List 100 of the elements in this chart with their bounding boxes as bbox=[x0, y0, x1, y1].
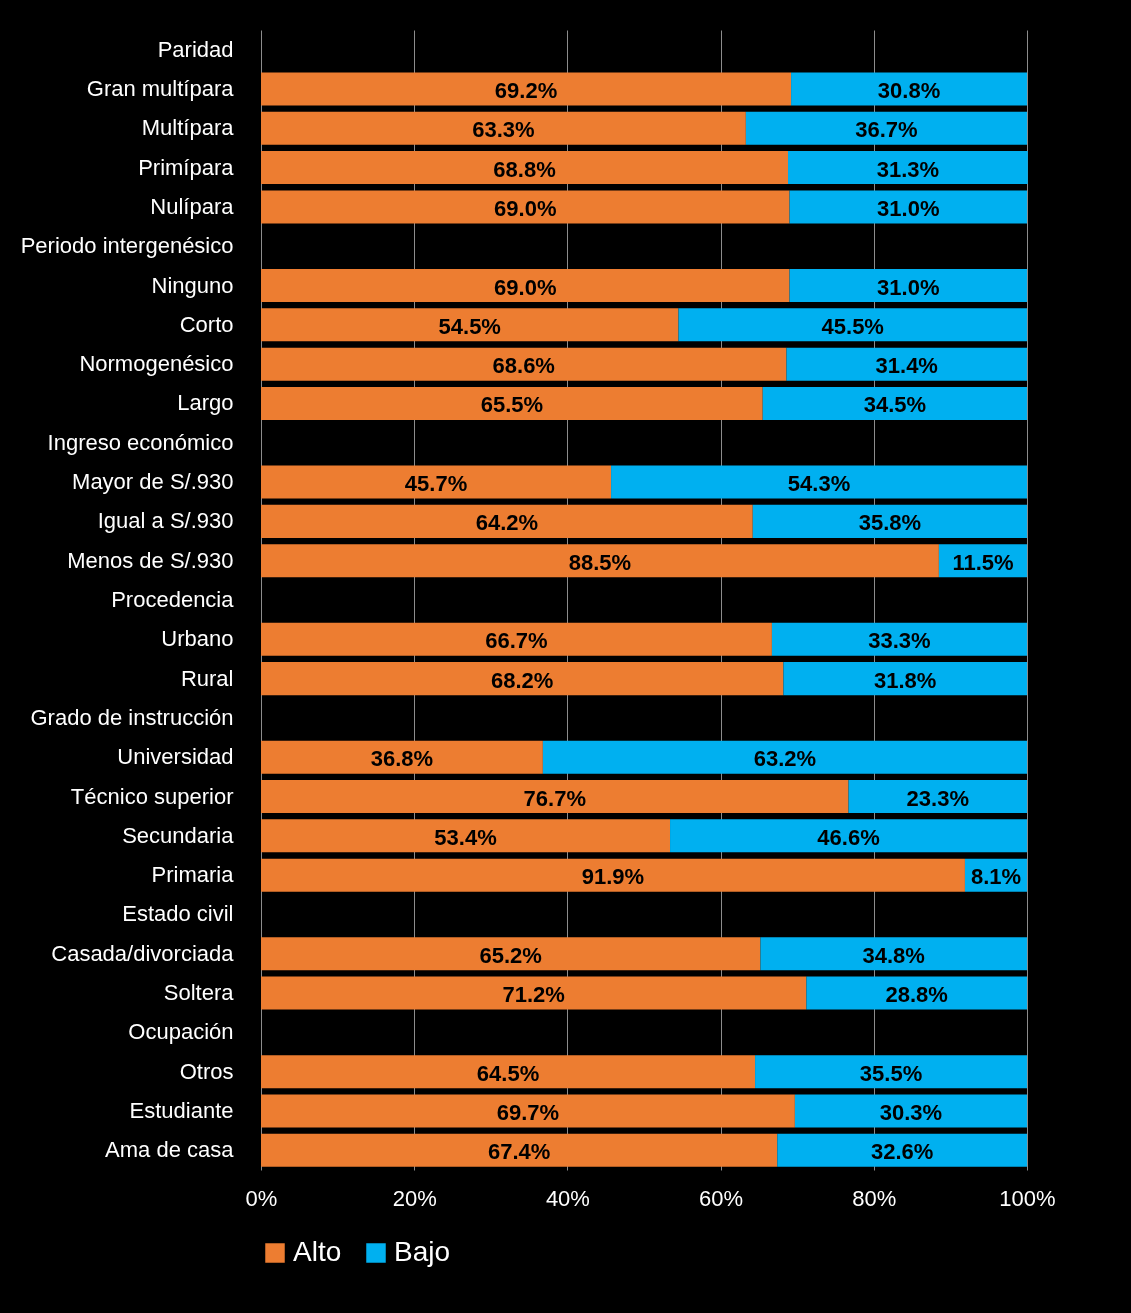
data-label: 46.6% bbox=[817, 824, 880, 850]
data-label: 36.7% bbox=[855, 117, 918, 143]
bar bbox=[542, 740, 1027, 774]
data-label: 91.9% bbox=[581, 864, 645, 890]
bar bbox=[261, 504, 753, 538]
data-label: 53.4% bbox=[434, 824, 497, 850]
y-tick-label: Universidad bbox=[117, 744, 234, 770]
x-tick-label: 20% bbox=[392, 1185, 437, 1211]
x-tick-label: 80% bbox=[852, 1185, 897, 1211]
y-tick-label: Soltera bbox=[163, 980, 235, 1006]
bar bbox=[771, 622, 1027, 656]
y-tick-label: Nulípara bbox=[150, 193, 235, 219]
y-tick-label: Multípara bbox=[141, 115, 235, 141]
data-label: 65.2% bbox=[479, 942, 542, 968]
x-tick-label: 40% bbox=[545, 1185, 590, 1211]
data-label: 34.5% bbox=[863, 392, 927, 418]
data-label: 69.0% bbox=[494, 274, 557, 300]
data-label: 32.6% bbox=[870, 1139, 934, 1165]
data-label: 68.2% bbox=[491, 667, 554, 693]
bar bbox=[755, 1055, 1027, 1089]
y-tick-label: Gran multípara bbox=[86, 75, 235, 101]
y-tick-label: Estudiante bbox=[129, 1098, 234, 1124]
bar bbox=[670, 819, 1027, 853]
x-tick-label: 60% bbox=[699, 1185, 744, 1211]
data-label: 63.2% bbox=[753, 746, 817, 772]
y-tick-label: Periodo intergenésico bbox=[20, 233, 234, 259]
bar bbox=[261, 858, 965, 892]
bar bbox=[261, 1133, 778, 1167]
bar bbox=[261, 269, 790, 303]
data-label: 64.2% bbox=[475, 510, 539, 536]
y-tick-label: Ninguno bbox=[151, 272, 234, 298]
data-label: 64.5% bbox=[476, 1060, 540, 1086]
y-tick-label: Secundaria bbox=[122, 822, 235, 848]
bar bbox=[261, 780, 849, 814]
bar bbox=[261, 190, 790, 224]
y-tick-label: Técnico superior bbox=[70, 783, 234, 809]
data-label: 35.8% bbox=[858, 510, 922, 536]
data-label: 28.8% bbox=[885, 982, 948, 1008]
data-label: 45.5% bbox=[821, 313, 884, 339]
bar bbox=[777, 1133, 1027, 1167]
data-label: 54.3% bbox=[787, 471, 851, 497]
data-label: 68.6% bbox=[492, 353, 555, 379]
data-label: 34.8% bbox=[862, 942, 925, 968]
data-label: 54.5% bbox=[438, 313, 501, 339]
data-label: 8.1% bbox=[970, 864, 1022, 890]
bar bbox=[762, 386, 1027, 420]
y-tick-label: Corto bbox=[179, 311, 234, 337]
data-label: 45.7% bbox=[404, 471, 468, 497]
y-tick-label: Otros bbox=[179, 1058, 234, 1084]
legend-label: Bajo bbox=[394, 1236, 451, 1267]
data-label: 65.5% bbox=[480, 392, 544, 418]
bar bbox=[760, 937, 1027, 971]
data-label: 88.5% bbox=[568, 549, 632, 575]
x-tick-label: 0% bbox=[245, 1185, 278, 1211]
legend-label: Alto bbox=[293, 1236, 342, 1267]
bar bbox=[752, 504, 1027, 538]
bar bbox=[261, 544, 939, 578]
data-label: 31.4% bbox=[875, 353, 938, 379]
data-label: 31.0% bbox=[877, 195, 940, 221]
bar bbox=[794, 1094, 1027, 1128]
data-label: 33.3% bbox=[868, 628, 931, 654]
data-label: 31.0% bbox=[877, 274, 940, 300]
bar bbox=[261, 111, 746, 145]
y-tick-label: Ama de casa bbox=[105, 1137, 235, 1163]
data-label: 31.3% bbox=[876, 156, 940, 182]
y-tick-label: Mayor de S/.930 bbox=[72, 469, 234, 495]
bar bbox=[791, 72, 1027, 106]
data-label: 23.3% bbox=[906, 785, 969, 811]
bar bbox=[745, 111, 1027, 145]
y-tick-label: Ingreso económico bbox=[47, 429, 234, 455]
data-label: 31.8% bbox=[874, 667, 937, 693]
y-tick-label: Procedencia bbox=[111, 587, 235, 612]
bar bbox=[261, 308, 679, 342]
data-label: 67.4% bbox=[487, 1139, 551, 1165]
bar bbox=[261, 976, 807, 1010]
bar bbox=[848, 780, 1027, 814]
y-tick-label: Urbano bbox=[161, 626, 234, 652]
bar bbox=[806, 976, 1027, 1010]
y-tick-label: Primaria bbox=[151, 862, 235, 888]
y-tick-label: Paridad bbox=[157, 36, 234, 62]
bar bbox=[261, 662, 784, 696]
bar bbox=[611, 465, 1027, 499]
data-label: 66.7% bbox=[485, 628, 548, 654]
bar bbox=[789, 269, 1027, 303]
data-label: 35.5% bbox=[859, 1060, 923, 1086]
bar bbox=[261, 347, 787, 381]
data-label: 11.5% bbox=[952, 549, 1014, 575]
y-tick-label: Rural bbox=[180, 665, 234, 691]
data-label: 69.2% bbox=[494, 77, 558, 103]
y-tick-label: Largo bbox=[177, 390, 234, 416]
y-tick-label: Normogenésico bbox=[79, 351, 234, 377]
data-label: 63.3% bbox=[472, 117, 535, 143]
y-tick-label: Primípara bbox=[138, 154, 235, 180]
y-tick-label: Menos de S/.930 bbox=[67, 547, 234, 573]
bar bbox=[261, 937, 761, 971]
data-label: 68.8% bbox=[493, 156, 556, 182]
bar bbox=[783, 662, 1027, 696]
data-label: 30.8% bbox=[877, 77, 941, 103]
bar bbox=[261, 465, 612, 499]
bar bbox=[261, 72, 792, 106]
